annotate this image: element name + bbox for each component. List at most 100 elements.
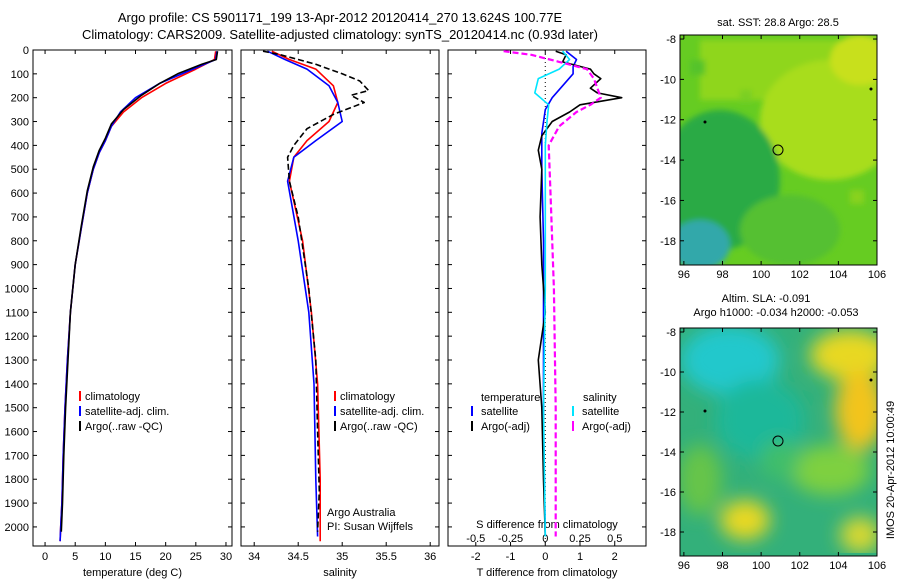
sst-float-marker: [703, 120, 707, 124]
map-x-tick-label: 102: [791, 560, 809, 572]
panel-frame: [240, 49, 440, 547]
y-tick-label: 300: [11, 117, 29, 129]
legend-label: satellite-adj. clim.: [340, 406, 424, 418]
annotation-text: Argo Australia: [327, 507, 396, 519]
legend-label: satellite: [582, 406, 619, 418]
panel-salinity: 34 34.5 35 35.5 36 salinity climatology satelli…: [240, 49, 440, 579]
sla-map: Altim. SLA: -0.091 Argo h1000: -0.034 h2…: [660, 293, 886, 572]
legend: temperature salinity satellite Argo(-adj) sa…: [471, 392, 631, 433]
legend: climatology satellite-adj. clim. Argo(..ra…: [79, 391, 169, 433]
x-tick-label: 30: [220, 551, 232, 563]
map-y-tick-label: -10: [660, 367, 676, 379]
legend-label: Argo(..raw -QC): [340, 421, 418, 433]
map-x-tick-label: 102: [791, 269, 809, 281]
y-tick-label: 2000: [5, 522, 29, 534]
legend-label: Argo(..raw -QC): [85, 421, 163, 433]
x-tick-label: -1: [506, 551, 516, 563]
x-tick-label: -2: [471, 551, 481, 563]
map-y-tick-label: -8: [666, 327, 676, 339]
map-x-tick-label: 98: [716, 560, 728, 572]
panel-frame: [447, 49, 647, 547]
map-x-tick-label: 98: [716, 269, 728, 281]
series-group: [59, 51, 219, 542]
sst-map: sat. SST: 28.8 Argo: 28.5 96 98 100 102 104 1…: [660, 17, 886, 281]
map-y-tick-label: -18: [660, 236, 676, 248]
x-tick-label: 2: [612, 551, 618, 563]
x-top-axis-label: S difference from climatology: [476, 519, 618, 531]
y-tick-label: 600: [11, 188, 29, 200]
legend: climatology satellite-adj. clim. Argo(..ra…: [334, 391, 424, 433]
y-tick-label: 700: [11, 212, 29, 224]
y-tick-label: 1200: [5, 331, 29, 343]
side-label: IMOS 20-Apr-2012 10:00:49: [885, 401, 897, 539]
sst-float-marker: [869, 87, 873, 91]
legend-title: temperature: [481, 392, 540, 404]
panel-difference: -2 -1 0 1 2 T difference from climatology -0.5…: [447, 49, 647, 579]
legend-label: satellite-adj. clim.: [85, 406, 169, 418]
x-tick-label: 10: [99, 551, 111, 563]
legend-label: Argo(-adj): [582, 421, 631, 433]
sla-map-axes: 96 98 100 102 104 106 -8 -10 -12 -14 -16 -18: [660, 327, 886, 572]
x-tick-label: 34: [248, 551, 260, 563]
y-tick-label: 500: [11, 164, 29, 176]
sst-map-field: [680, 35, 877, 265]
series-line-argo-raw-qc-: [60, 51, 219, 532]
x-tick-label: 0: [42, 551, 48, 563]
title-line-2: Climatology: CARS2009. Satellite-adjuste…: [82, 27, 598, 42]
y-tick-label: 0: [23, 45, 29, 57]
sla-float-marker: [869, 378, 873, 382]
sla-map-title-1: Altim. SLA: -0.091: [722, 293, 811, 305]
sst-map-axes: 96 98 100 102 104 106 -8 -10 -12 -14 -16 -18: [660, 34, 886, 281]
map-x-tick-label: 100: [752, 269, 770, 281]
x-axis-label: temperature (deg C): [83, 567, 182, 579]
map-x-tick-label: 104: [829, 269, 847, 281]
x-tick-label: 1: [577, 551, 583, 563]
map-y-tick-label: -18: [660, 527, 676, 539]
x-top-tick-label: 0.5: [607, 533, 622, 545]
y-tick-label: 100: [11, 69, 29, 81]
map-y-tick-label: -16: [660, 195, 676, 207]
y-tick-label: 1800: [5, 474, 29, 486]
sst-map-frame: [679, 34, 878, 266]
y-tick-label: 1900: [5, 498, 29, 510]
x-top-tick-label: -0.5: [466, 533, 485, 545]
annotation-text: PI: Susan Wijffels: [327, 521, 413, 533]
series-line-climatology: [59, 51, 217, 542]
sla-map-title-2: Argo h1000: -0.034 h2000: -0.053: [693, 307, 858, 319]
title-line-1: Argo profile: CS 5901171_199 13-Apr-2012…: [118, 10, 563, 25]
x-tick-label: 35: [336, 551, 348, 563]
series-line-temperature-argo-adj-: [537, 50, 623, 537]
x-tick-label: 0: [542, 551, 548, 563]
x-tick-label: 35.5: [375, 551, 396, 563]
x-tick-label: 15: [129, 551, 141, 563]
sla-profile-marker: [772, 435, 784, 447]
series-line-climatology: [271, 50, 339, 542]
map-y-tick-label: -12: [660, 115, 676, 127]
map-y-tick-label: -16: [660, 487, 676, 499]
y-tick-label: 900: [11, 260, 29, 272]
map-y-tick-label: -10: [660, 74, 676, 86]
sla-float-marker: [703, 409, 707, 413]
x-axis-label: salinity: [323, 567, 357, 579]
x-top-tick-label: 0.25: [569, 533, 590, 545]
legend-label: climatology: [85, 391, 141, 403]
y-tick-label: 1400: [5, 379, 29, 391]
map-x-tick-label: 96: [678, 269, 690, 281]
sla-map-field: [680, 328, 877, 556]
y-tick-label: 1700: [5, 450, 29, 462]
map-y-tick-label: -14: [660, 155, 676, 167]
legend-label: Argo(-adj): [481, 421, 530, 433]
map-y-tick-label: -12: [660, 407, 676, 419]
x-tick-label: 25: [190, 551, 202, 563]
x-top-tick-label: -0.25: [498, 533, 523, 545]
series-group: [262, 50, 370, 542]
y-tick-label: 1500: [5, 403, 29, 415]
series-line-temperature-satellite: [540, 50, 578, 537]
panel-temperature: 0100200300400500600700800900100011001200…: [5, 45, 233, 579]
map-x-tick-label: 104: [829, 560, 847, 572]
map-y-tick-label: -14: [660, 447, 676, 459]
legend-label: climatology: [340, 391, 396, 403]
profile-panels: 0100200300400500600700800900100011001200…: [5, 45, 647, 579]
y-tick-label: 200: [11, 93, 29, 105]
